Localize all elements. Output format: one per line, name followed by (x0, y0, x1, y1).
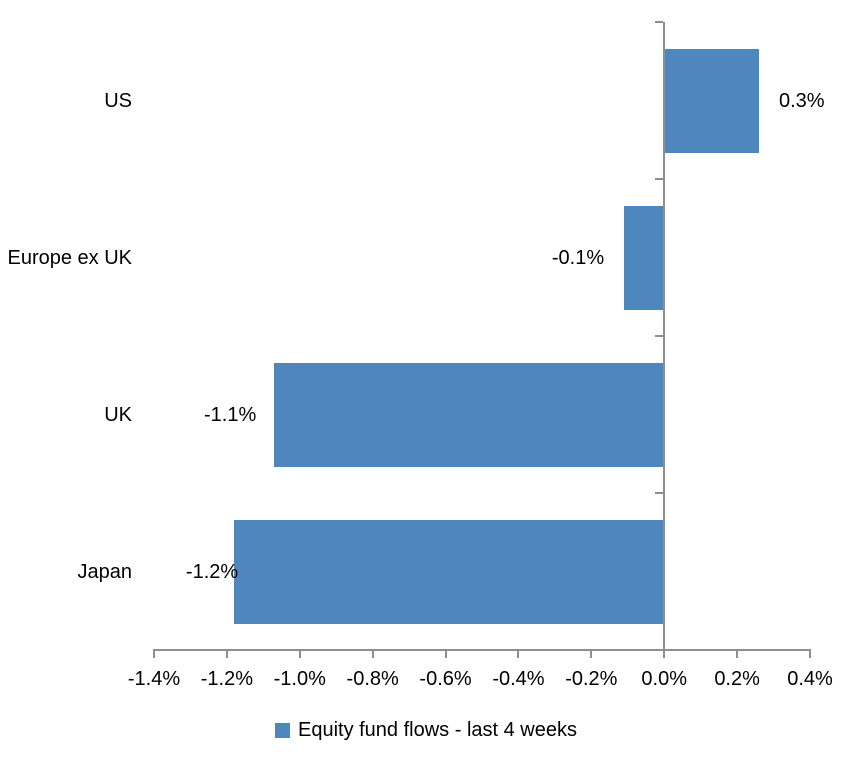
bar-us (664, 48, 759, 153)
bar-japan (234, 519, 665, 624)
y-axis-tick (655, 492, 664, 494)
legend-marker-icon (274, 722, 290, 738)
category-label-us: US (104, 89, 132, 112)
category-label-uk: UK (104, 403, 132, 426)
value-axis-line (153, 649, 811, 651)
y-axis-tick (655, 335, 664, 337)
x-tick-label-1-0: -1.0% (273, 668, 326, 690)
x-axis-tick (371, 650, 374, 658)
data-label-europe-ex-uk: -0.1% (551, 246, 605, 269)
data-label-japan: -1.2% (185, 560, 239, 583)
data-label-us: 0.3% (778, 89, 825, 112)
x-tick-label-0-4: -0.4% (492, 668, 545, 690)
legend-label: Equity fund flows - last 4 weeks (297, 719, 577, 741)
category-axis-line (663, 22, 666, 650)
x-tick-label-0-8: -0.8% (346, 668, 399, 690)
y-axis-tick (655, 178, 664, 180)
x-axis-tick (517, 650, 520, 658)
x-axis-tick (663, 650, 666, 658)
x-tick-label-1-2: -1.2% (200, 668, 253, 690)
category-label-japan: Japan (77, 560, 133, 583)
x-tick-label-1-4: -1.4% (127, 668, 181, 690)
x-axis-tick (809, 650, 811, 658)
x-axis-tick (225, 650, 228, 658)
bar-europe-ex-uk (624, 205, 665, 310)
x-tick-label-0-4: 0.4% (787, 668, 833, 690)
legend: Equity fund flows - last 4 weeks (0, 716, 852, 744)
x-axis-tick (736, 650, 739, 658)
x-axis-tick (444, 650, 447, 658)
x-tick-label-0-0: 0.0% (641, 668, 688, 690)
x-tick-label-0-2: -0.2% (565, 668, 618, 690)
x-tick-label-0-6: -0.6% (419, 668, 472, 690)
bar-uk (274, 362, 665, 467)
x-axis-tick (153, 650, 155, 658)
y-axis-tick (655, 21, 664, 23)
x-tick-label-0-2: 0.2% (714, 668, 760, 690)
data-label-uk: -1.1% (204, 403, 257, 426)
x-axis-tick (590, 650, 593, 658)
category-label-europe-ex-uk: Europe ex UK (7, 246, 132, 269)
x-axis-tick (298, 650, 301, 658)
